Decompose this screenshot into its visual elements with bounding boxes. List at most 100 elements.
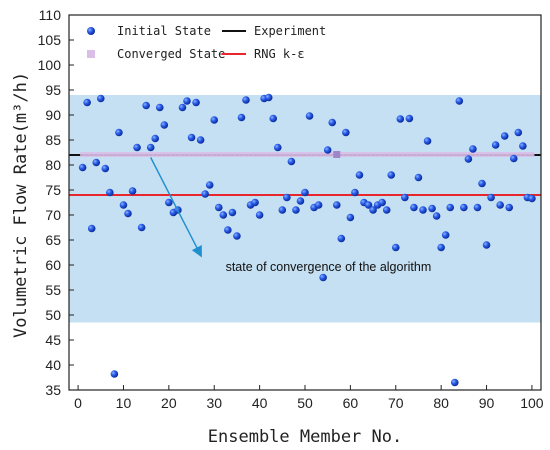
initial-state-point	[187, 133, 196, 142]
y-tick-label: 60	[45, 257, 61, 273]
initial-state-point	[342, 128, 350, 137]
annotation-arrow	[150, 157, 202, 258]
initial-state-point	[237, 113, 246, 122]
converged-point	[493, 152, 499, 157]
initial-state-point	[351, 188, 359, 197]
converged-point	[198, 152, 204, 157]
converged-point	[261, 152, 267, 157]
converged-point	[352, 152, 358, 157]
y-tick-label: 100	[38, 57, 62, 73]
converged-point	[402, 152, 408, 157]
initial-state-point	[255, 211, 264, 219]
converged-point	[193, 152, 199, 157]
initial-state-point	[391, 243, 400, 252]
initial-state-point	[183, 97, 191, 105]
converged-point	[229, 152, 235, 157]
legend-label: Initial State	[117, 24, 211, 38]
y-tick-label: 45	[45, 332, 61, 348]
converged-point	[152, 152, 158, 157]
initial-state-point	[151, 134, 160, 143]
x-tick-label: 20	[161, 395, 177, 411]
initial-state-point	[124, 209, 132, 218]
converged-point	[452, 152, 458, 157]
converged-point	[465, 152, 471, 157]
converged-point	[488, 152, 494, 157]
initial-state-point	[196, 136, 205, 144]
initial-state-point	[346, 213, 355, 222]
x-tick-label: 70	[388, 395, 404, 411]
legend-label: Experiment	[254, 24, 326, 38]
initial-state-point	[92, 158, 101, 167]
y-tick-label: 40	[45, 357, 61, 373]
initial-state-point	[323, 146, 332, 154]
x-axis-title: Ensemble Member No.	[208, 427, 402, 447]
initial-state-point	[355, 171, 364, 179]
converged-point	[502, 152, 508, 157]
converged-point	[107, 152, 113, 157]
converged-point	[406, 152, 412, 157]
converged-point	[134, 152, 140, 157]
initial-state-point	[78, 163, 87, 172]
initial-state-point	[178, 103, 187, 112]
converged-point	[338, 152, 344, 157]
initial-state-point	[233, 232, 241, 240]
converged-point	[161, 152, 167, 157]
y-axis-title: Volumetric Flow Rate(m³/h)	[11, 72, 31, 338]
initial-state-point	[264, 93, 273, 102]
converged-point	[288, 152, 294, 157]
converged-point	[116, 152, 122, 157]
initial-state-point	[491, 141, 500, 149]
converged-point	[375, 152, 381, 157]
y-tick-label: 105	[38, 32, 62, 48]
initial-state-point	[500, 132, 509, 140]
initial-state-point	[110, 370, 119, 378]
converged-point	[89, 152, 95, 157]
initial-state-point	[460, 203, 468, 212]
converged-point	[356, 152, 362, 157]
converged-point	[497, 152, 503, 157]
convergence-band	[69, 95, 541, 323]
converged-point	[170, 152, 176, 157]
converged-point	[524, 152, 530, 157]
x-tick-label: 30	[206, 395, 222, 411]
converged-point	[166, 152, 172, 157]
initial-state-point	[273, 143, 282, 152]
initial-state-point	[446, 203, 455, 212]
converged-point	[120, 152, 126, 157]
initial-state-point	[519, 142, 527, 150]
initial-state-point	[155, 103, 164, 112]
converged-point	[102, 152, 108, 157]
legend: Initial State Experiment Converged State RN…	[87, 24, 326, 61]
y-tick-label: 110	[39, 7, 62, 23]
initial-state-point	[142, 101, 150, 110]
initial-state-point	[228, 208, 237, 217]
initial-state-point	[219, 211, 228, 219]
converged-point	[207, 152, 213, 157]
converged-point	[225, 152, 231, 157]
converged-point	[434, 152, 440, 157]
initial-state-point	[450, 378, 459, 387]
y-tick-label: 65	[45, 232, 61, 248]
x-tick-label: 10	[116, 395, 132, 411]
converged-point	[520, 152, 526, 157]
converged-point	[447, 152, 453, 157]
converged-point	[270, 152, 276, 157]
initial-state-point	[496, 201, 504, 209]
y-tick-label: 70	[45, 207, 61, 223]
initial-state-point	[242, 96, 250, 104]
initial-state-point	[473, 203, 482, 212]
y-tick-label: 35	[45, 382, 61, 398]
y-tick-label: 50	[45, 307, 61, 323]
converged-point	[347, 152, 353, 157]
initial-state-point	[455, 97, 464, 105]
initial-state-point	[305, 112, 314, 120]
initial-state-point	[160, 121, 169, 129]
initial-state-point	[283, 193, 291, 202]
initial-state-point	[369, 206, 377, 214]
initial-state-point	[387, 171, 396, 179]
initial-state-point	[128, 187, 137, 195]
legend-label: RNG k-ε	[254, 47, 305, 61]
initial-state-point	[487, 193, 495, 202]
converged-point	[474, 152, 480, 157]
